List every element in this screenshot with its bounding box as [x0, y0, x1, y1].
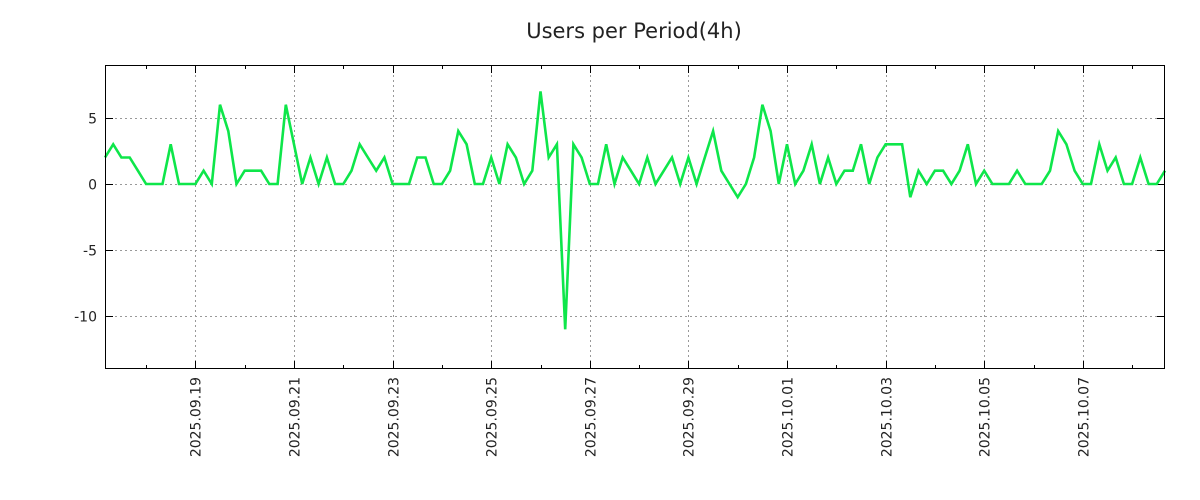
y-tick-label: 0	[88, 178, 97, 194]
chart-title: Users per Period(4h)	[526, 19, 742, 43]
y-tick-label: 5	[88, 112, 97, 128]
x-tick-label: 2025.09.21	[288, 377, 304, 457]
y-tick-label: -10	[74, 310, 97, 326]
x-tick-label: 2025.09.19	[189, 377, 205, 457]
axis-ticks: 5 0 -5 -10 2025.09.19 2025.09.21 2025.09.23 202…	[74, 65, 1165, 457]
y-tick-label: -5	[83, 244, 97, 260]
x-tick-label: 2025.10.05	[978, 377, 994, 457]
x-tick-label: 2025.09.23	[387, 377, 403, 457]
x-tick-label: 2025.09.29	[682, 377, 698, 457]
x-tick-label: 2025.10.01	[781, 377, 797, 457]
series-line-users	[103, 91, 1167, 330]
x-tick-label: 2025.10.07	[1077, 377, 1093, 457]
plot-border	[105, 65, 1165, 369]
x-tick-label: 2025.09.27	[584, 377, 600, 457]
x-tick-label: 2025.09.25	[485, 377, 501, 457]
series-layer	[103, 91, 1167, 330]
grid	[105, 65, 1165, 369]
x-tick-label: 2025.10.03	[880, 377, 896, 457]
